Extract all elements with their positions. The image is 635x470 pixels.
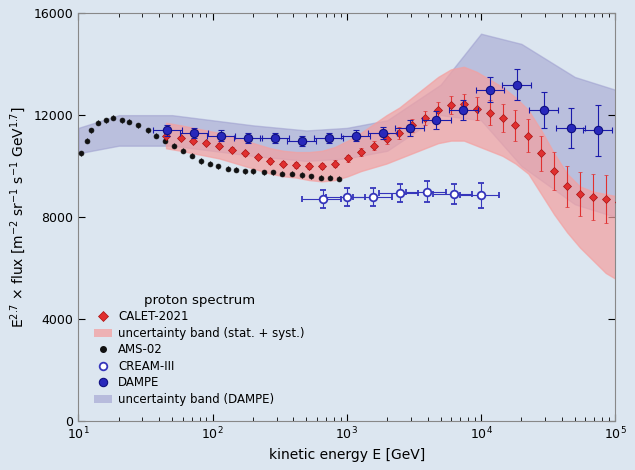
X-axis label: kinetic energy E [GeV]: kinetic energy E [GeV] (269, 447, 425, 462)
Legend: CALET-2021, uncertainty band (stat. + syst.), AMS-02, CREAM-III, DAMPE, uncertai: CALET-2021, uncertainty band (stat. + sy… (90, 289, 309, 411)
Y-axis label: E$^{2.7}$ $\times$ flux [m$^{-2}$ sr$^{-1}$ s$^{-1}$ GeV$^{1.7}$]: E$^{2.7}$ $\times$ flux [m$^{-2}$ sr$^{-… (8, 106, 28, 328)
